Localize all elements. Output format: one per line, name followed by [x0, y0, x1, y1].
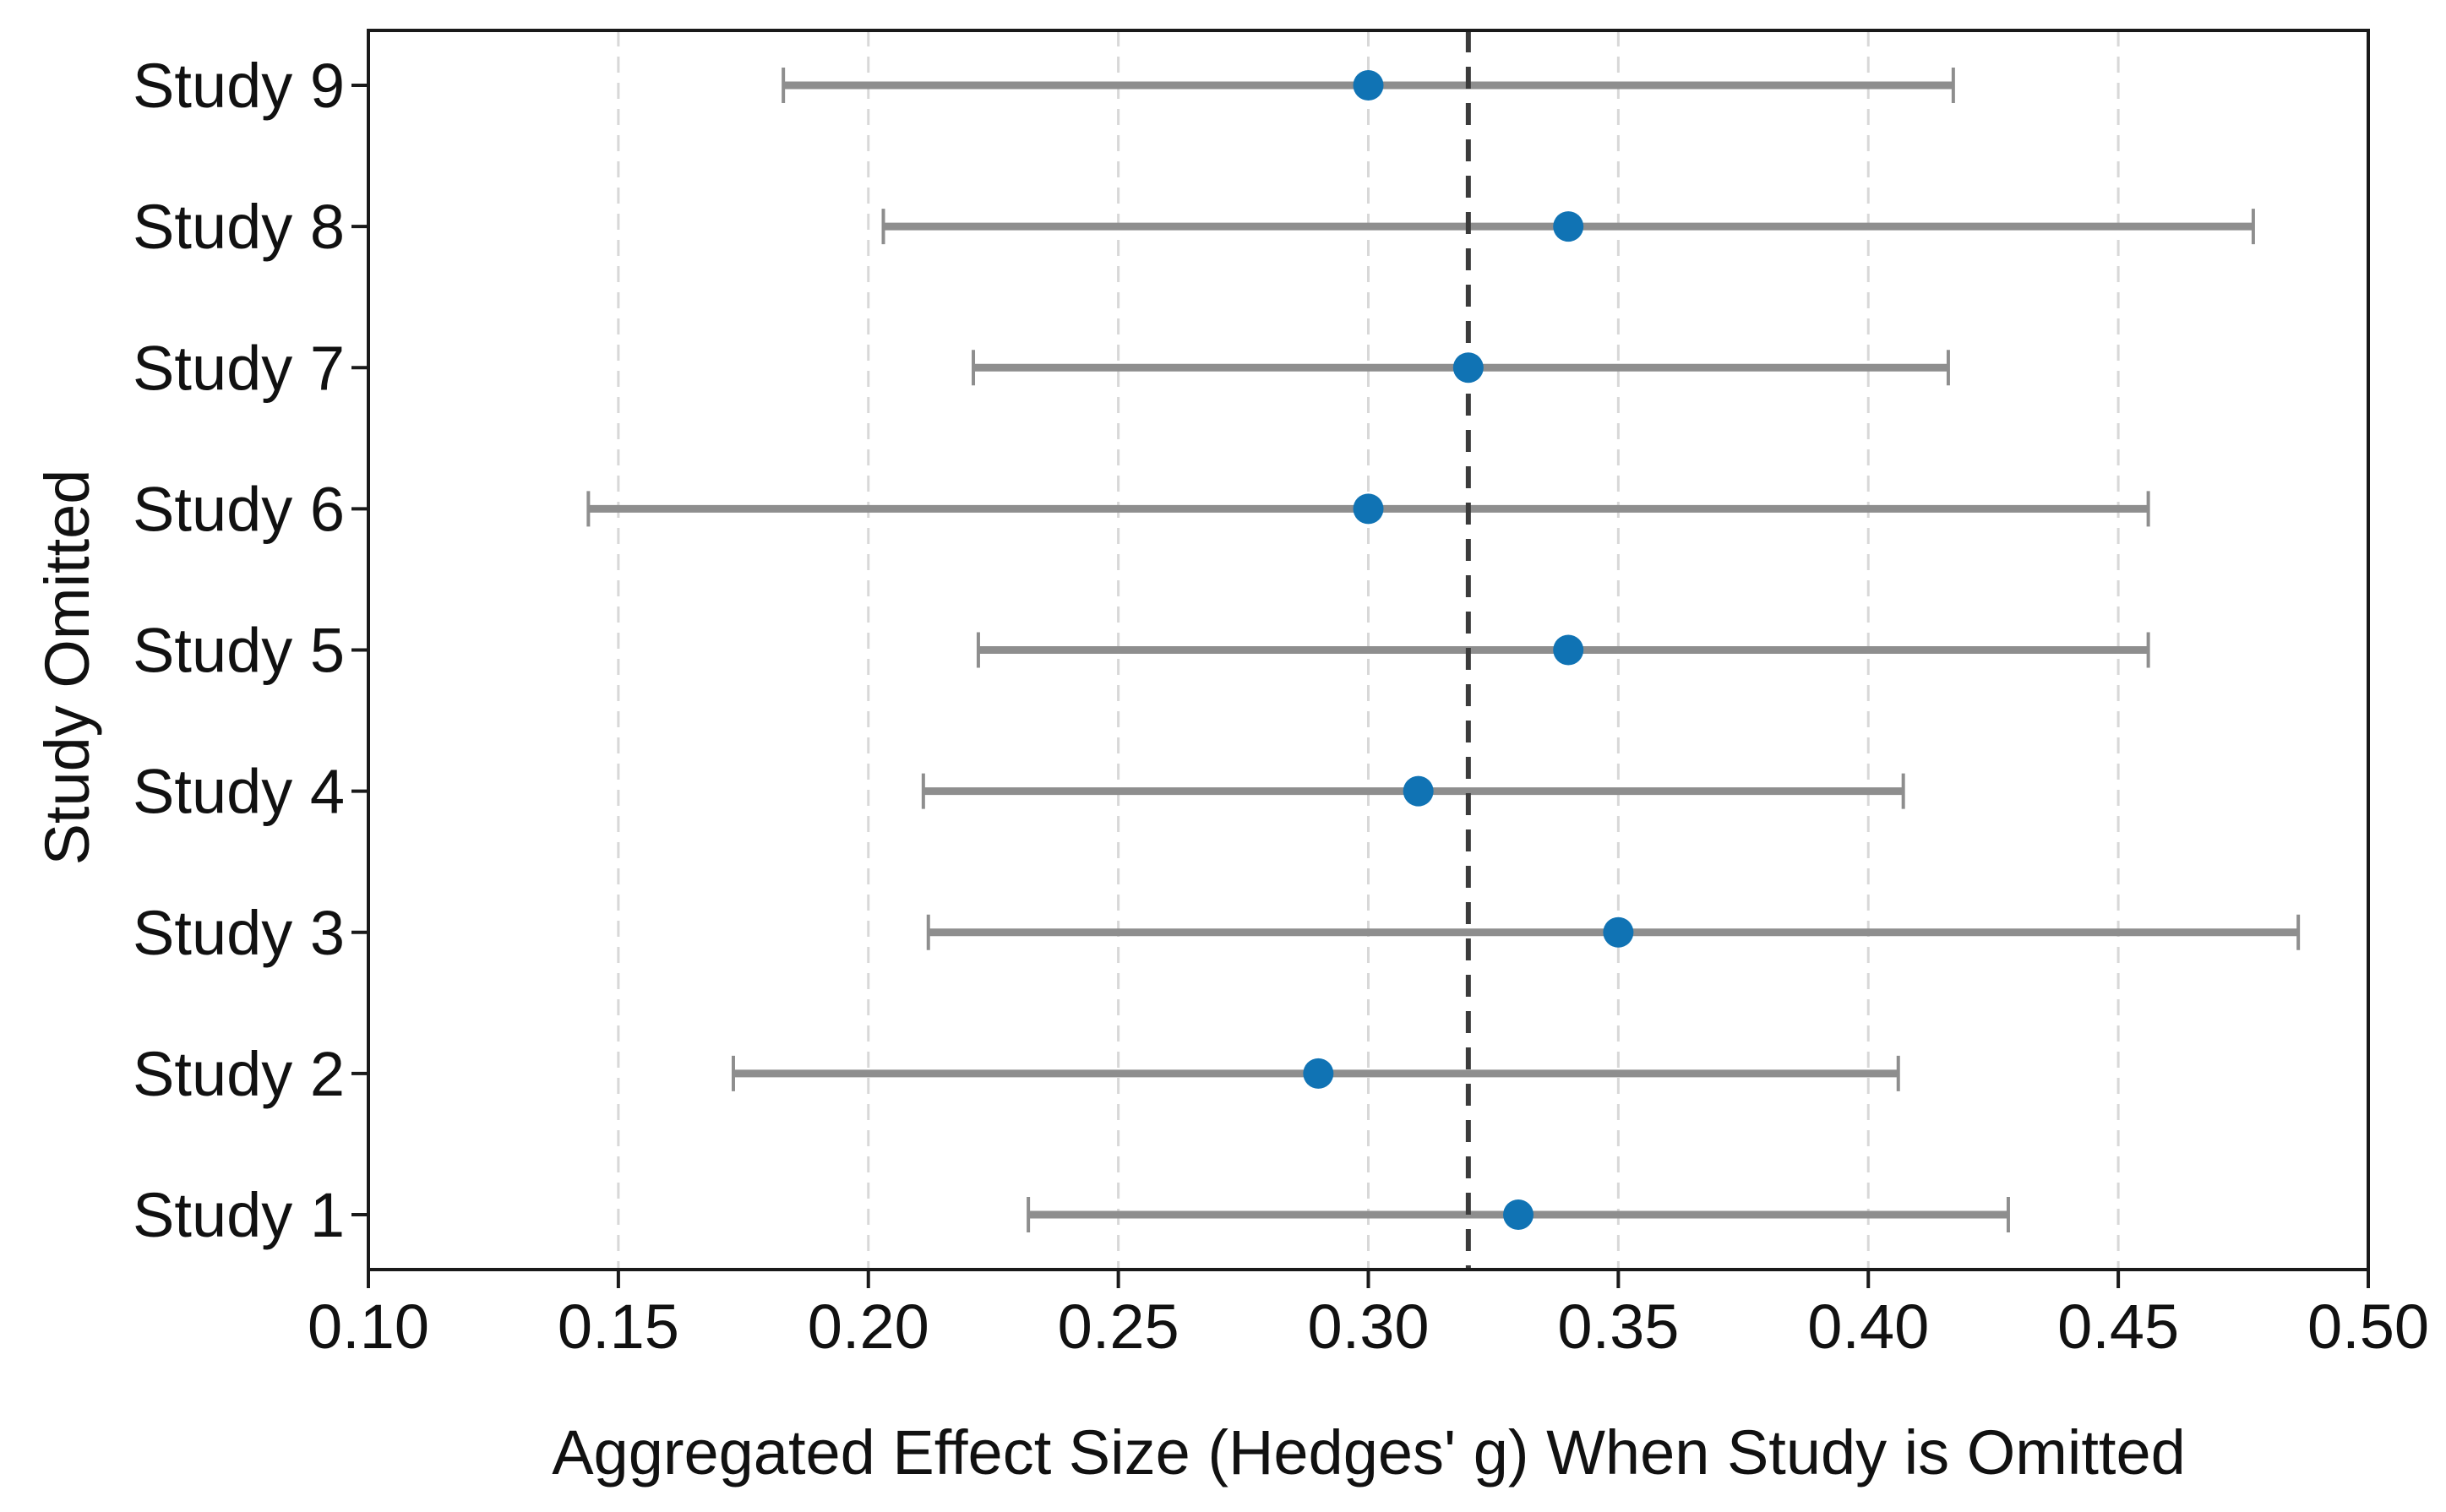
- y-tick-label-study-6: Study 6: [133, 474, 345, 544]
- x-axis-title: Aggregated Effect Size (Hedges' g) When …: [552, 1417, 2186, 1488]
- x-tick-label: 0.20: [808, 1292, 929, 1362]
- y-tick-label-study-7: Study 7: [133, 333, 345, 403]
- x-tick-label: 0.10: [308, 1292, 429, 1362]
- tick-label-layer: 0.10 0.15 0.20 0.25 0.30 0.35 0.40 0.45 0.50 Stud…: [133, 51, 2429, 1362]
- x-tick-label: 0.50: [2307, 1292, 2429, 1362]
- tick-layer: [351, 84, 2370, 1288]
- y-tick-label-study-3: Study 3: [133, 898, 345, 968]
- error-bar-layer: [586, 68, 2301, 1232]
- x-tick-label: 0.25: [1058, 1292, 1179, 1362]
- x-tick-label: 0.40: [1807, 1292, 1929, 1362]
- point-estimate-study-5: [1553, 634, 1584, 666]
- y-tick-label-study-9: Study 9: [133, 51, 345, 121]
- x-tick-label: 0.45: [2057, 1292, 2179, 1362]
- y-tick-label-study-1: Study 1: [133, 1180, 345, 1250]
- y-tick-label-study-8: Study 8: [133, 192, 345, 262]
- x-tick-label: 0.15: [558, 1292, 679, 1362]
- point-estimate-study-2: [1303, 1058, 1334, 1089]
- point-estimate-study-8: [1553, 211, 1584, 242]
- point-estimate-study-1: [1503, 1199, 1534, 1230]
- point-estimate-study-7: [1452, 352, 1484, 383]
- x-tick-label: 0.35: [1557, 1292, 1679, 1362]
- x-tick-label: 0.30: [1307, 1292, 1429, 1362]
- y-tick-label-study-2: Study 2: [133, 1039, 345, 1109]
- point-estimate-study-4: [1403, 775, 1434, 807]
- gridline-layer: [617, 30, 2120, 1270]
- point-estimate-study-6: [1353, 493, 1384, 525]
- y-axis-title: Study Omitted: [32, 470, 102, 866]
- point-estimate-study-3: [1603, 916, 1634, 948]
- point-estimate-study-9: [1353, 70, 1384, 101]
- point-estimate-layer: [1303, 70, 1634, 1230]
- y-tick-label-study-4: Study 4: [133, 757, 345, 827]
- y-tick-label-study-5: Study 5: [133, 616, 345, 686]
